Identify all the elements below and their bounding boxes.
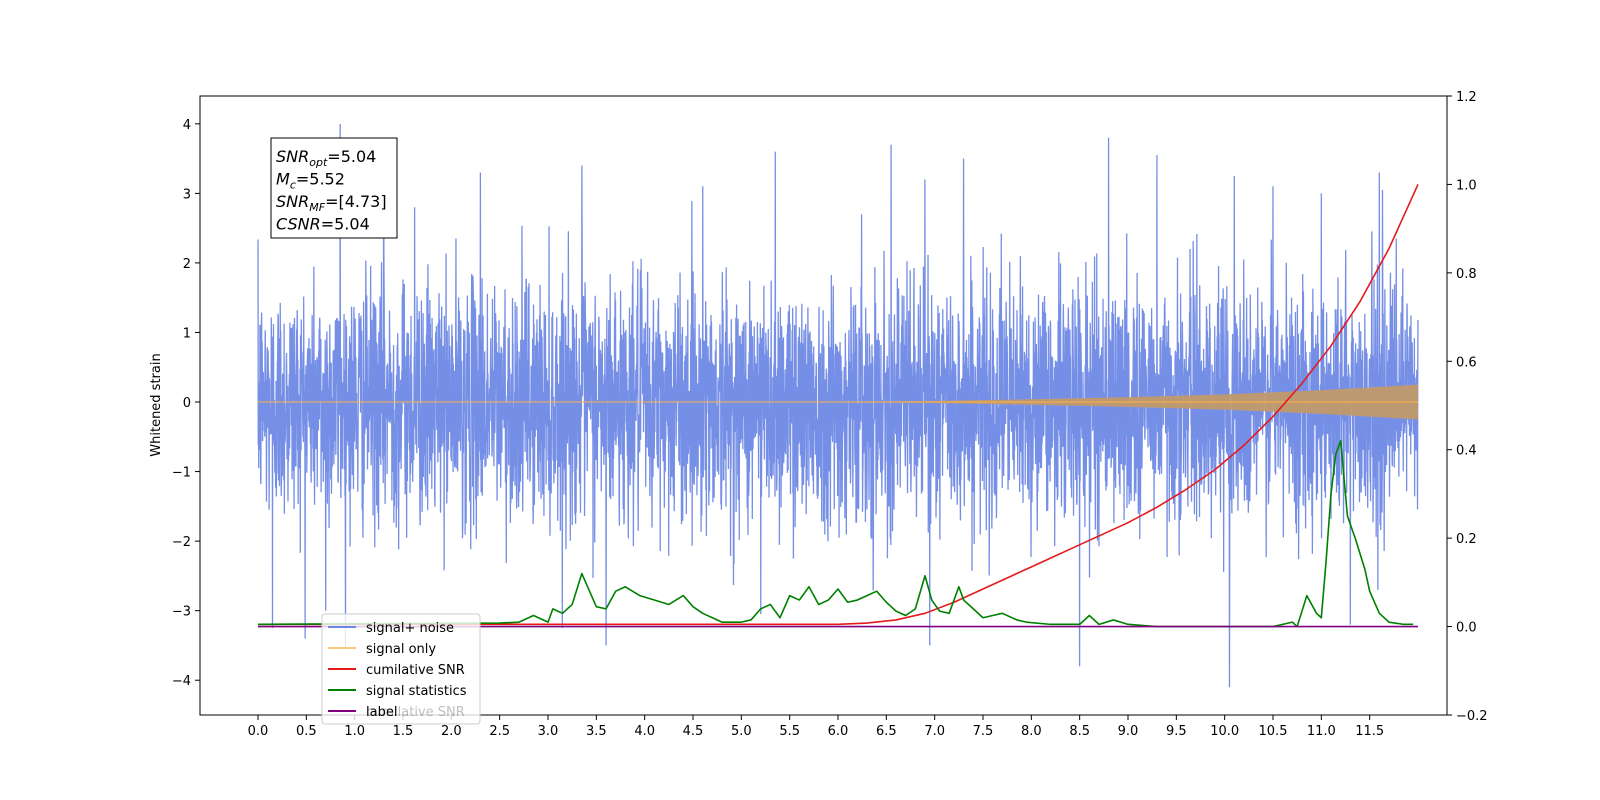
series-layer [257,123,1419,688]
annotation-symbol: M [276,170,290,189]
x-tick-label: 4.5 [683,724,704,739]
legend-overlay-text: cumilative SNR [366,705,465,720]
x-axis: 0.0 0.5 1.0 1.5 2.0 2.5 3.0 3.5 4.0 4.5 5.0 5.5 6.0 6… [248,715,1384,739]
x-tick-label: 11.5 [1355,724,1384,739]
legend-frame [321,613,481,725]
annotation-value: =5.52 [296,170,345,189]
y-tick-label: 1 [183,326,191,341]
x-tick-label: 4.0 [634,724,655,739]
y-tick-label: 3 [183,187,191,202]
x-tick-label: 9.5 [1166,724,1187,739]
x-tick-label: 10.5 [1259,724,1288,739]
x-tick-label: 9.0 [1118,724,1139,739]
series-signal-statistics [257,440,1414,628]
x-tick-label: 3.5 [586,724,607,739]
y-tick-label: −4 [172,674,191,689]
y2-tick-label: 1.0 [1456,178,1477,193]
annotation-line: CSNR=5.04 [276,215,370,234]
x-tick-label: 3.0 [538,724,559,739]
x-tick-label: 5.0 [731,724,752,739]
x-tick-label: 6.0 [828,724,849,739]
plot-frame [199,95,1448,716]
y-tick-label: −3 [172,605,191,620]
annotation-symbol: SNR [276,147,309,166]
annotation-line: SNRopt=5.04 [276,147,376,169]
x-tick-label: 2.5 [489,724,510,739]
annotation-subscript: opt [309,156,328,169]
y-tick-label: 4 [183,118,191,133]
x-tick-label: 8.5 [1069,724,1090,739]
x-tick-label: 7.5 [973,724,994,739]
x-tick-label: 8.0 [1021,724,1042,739]
series-cumilative-snr [258,184,1419,626]
x-tick-label: 11.0 [1307,724,1336,739]
y-tick-label: 2 [183,257,191,272]
y2-tick-label: 0.0 [1456,621,1477,636]
legend: signal+ noise signal only cumilative SNR si… [321,613,481,725]
y2-tick-label: 0.2 [1456,532,1477,547]
annotation-symbol: SNR [276,192,309,211]
x-tick-label: 7.0 [924,724,945,739]
x-tick-label: 0.5 [296,724,317,739]
x-tick-label: 2.0 [441,724,462,739]
y2-tick-label: −0.2 [1456,709,1488,724]
y-axis-right: −0.2 0.0 0.2 0.4 0.6 0.8 1.0 1.2 [1447,90,1488,724]
y-tick-label: −1 [172,466,191,481]
y2-tick-label: 0.6 [1456,355,1477,370]
annotation-symbol: CSNR [276,215,321,234]
x-tick-label: 1.0 [344,724,365,739]
annotation-subscript: c [290,179,296,192]
x-tick-label: 1.5 [393,724,414,739]
annotation-subscript: MF [309,201,325,214]
x-tick-label: 0.0 [248,724,269,739]
legend-entry: signal statistics [366,684,467,699]
legend-entry: cumilative SNR [366,663,465,678]
legend-entry: label [366,705,397,720]
y2-tick-label: 0.4 [1456,444,1477,459]
annotation-value: =5.04 [327,147,376,166]
y-axis-label: Whitened strain [149,353,164,456]
annotation-value: =[4.73] [325,192,387,211]
x-tick-label: 5.5 [779,724,800,739]
annotation-line: SNRMF=[4.73] [276,192,387,214]
y2-tick-label: 0.8 [1456,267,1477,282]
annotation-frame [270,137,398,239]
y-axis-left: −4 −3 −2 −1 0 1 2 3 4 [172,118,200,689]
x-tick-label: 6.5 [876,724,897,739]
annotation-value: =5.04 [321,215,370,234]
series-signal-noise [257,123,1419,688]
y-tick-label: −2 [172,535,191,550]
legend-entry: signal+ noise [366,621,454,636]
annotation-line: Mc=5.52 [276,170,345,192]
legend-entry: signal only [366,642,436,657]
y-tick-label: 0 [183,396,191,411]
x-tick-label: 10.0 [1210,724,1239,739]
y2-tick-label: 1.2 [1456,90,1477,105]
